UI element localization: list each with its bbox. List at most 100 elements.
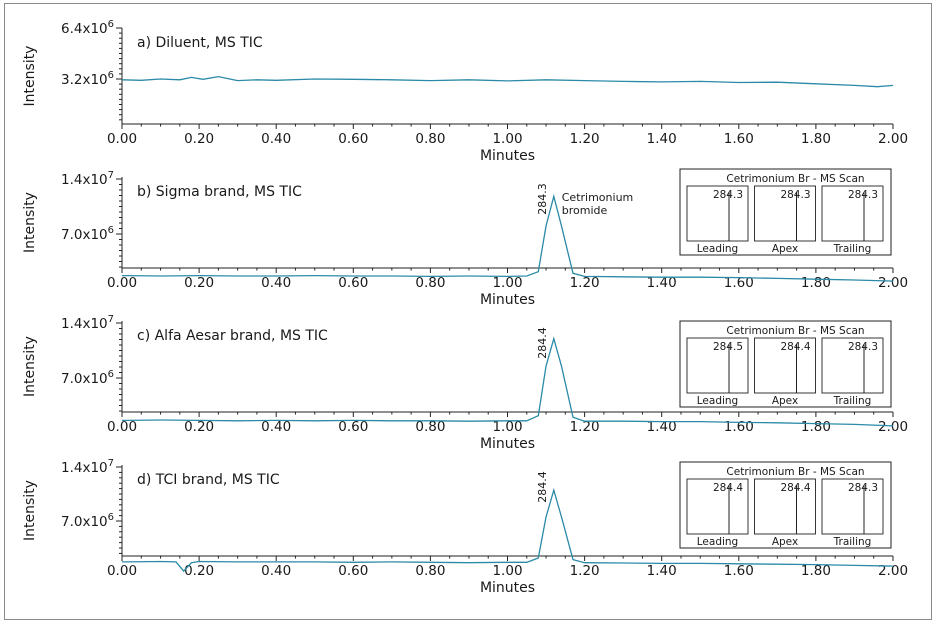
spectrum-frame: [754, 337, 816, 394]
peak-mz-label: 284.4: [536, 471, 549, 503]
x-tick-label: 1.80: [801, 419, 831, 435]
x-tick-label: 1.80: [801, 131, 831, 147]
x-tick-label: 0.80: [415, 275, 445, 291]
spectrum-mz-label: 284.3: [713, 189, 743, 201]
spectrum-mz-label: 284.3: [780, 189, 810, 201]
peak-compound-label: Cetrimonium: [562, 191, 634, 204]
x-tick-label: 2.00: [878, 419, 908, 435]
x-tick-label: 0.80: [415, 563, 445, 579]
spectrum-mz-label: 284.4: [780, 341, 810, 353]
x-tick-label: 1.40: [647, 131, 677, 147]
spectrum-frame: [821, 185, 884, 242]
x-axis-label: Minutes: [480, 580, 535, 596]
spectrum-position-label: Leading: [697, 395, 738, 407]
spectrum-frame: [686, 478, 749, 535]
spectrum-position-label: Leading: [697, 536, 738, 548]
inset-spectrum-leading: 284.5 Leading: [686, 337, 749, 407]
inset-spectrum-leading: 284.3 Leading: [686, 185, 749, 255]
spectrum-mz-label: 284.3: [848, 482, 878, 494]
x-tick-label: 2.00: [878, 563, 908, 579]
inset-spectrum-leading: 284.4 Leading: [686, 478, 749, 548]
spectrum-position-label: Leading: [697, 243, 738, 255]
spectrum-position-label: Apex: [772, 536, 798, 548]
spectrum-position-label: Apex: [772, 243, 798, 255]
x-tick-label: 1.60: [724, 275, 754, 291]
tic-trace: [121, 193, 894, 282]
panel-c: 0.00 0.20 0.40 0.60 0.80 1.00 1.20 1.40 1.60 1.80…: [22, 314, 908, 452]
spectrum-frame: [686, 337, 749, 394]
spectrum-position-label: Trailing: [833, 243, 872, 255]
spectrum-mz-label: 284.4: [780, 482, 810, 494]
x-tick-label: 0.00: [107, 419, 137, 435]
x-tick-label: 1.20: [570, 419, 600, 435]
spectrum-frame: [821, 478, 884, 535]
inset-spectrum-trailing: 284.3 Trailing: [821, 478, 884, 548]
x-tick-label: 0.60: [338, 563, 368, 579]
x-tick-label: 1.80: [801, 275, 831, 291]
panel-title: c) Alfa Aesar brand, MS TIC: [137, 328, 328, 344]
x-tick-label: 1.20: [570, 563, 600, 579]
x-tick-label: 1.60: [724, 131, 754, 147]
panel-a: 0.00 0.20 0.40 0.60 0.80 1.00 1.20 1.40 1.60 1.80…: [22, 19, 908, 164]
y-tick-label: 1.4x107: [61, 314, 114, 332]
y-tick-label: 1.4x107: [61, 458, 114, 476]
y-tick-label: 3.2x106: [61, 70, 114, 88]
y-axis-label: Intensity: [22, 336, 38, 397]
inset-title: Cetrimonium Br - MS Scan: [726, 173, 864, 185]
inset-spectrum-apex: 284.4 Apex: [754, 337, 816, 407]
x-tick-label: 0.40: [261, 419, 291, 435]
inset-title: Cetrimonium Br - MS Scan: [726, 325, 864, 337]
x-axis-label: Minutes: [480, 292, 535, 308]
x-tick-label: 1.40: [647, 419, 677, 435]
x-axis-label: Minutes: [480, 148, 535, 164]
x-tick-label: 0.60: [338, 275, 368, 291]
spectrum-frame: [754, 185, 816, 242]
x-tick-label: 1.40: [647, 563, 677, 579]
y-axis-label: Intensity: [22, 46, 38, 107]
x-tick-label: 0.60: [338, 131, 368, 147]
x-tick-label: 1.60: [724, 563, 754, 579]
x-tick-label: 1.00: [492, 563, 522, 579]
y-tick-label: 6.4x106: [61, 19, 114, 37]
x-tick-label: 2.00: [878, 275, 908, 291]
spectrum-frame: [821, 337, 884, 394]
x-tick-label: 1.00: [492, 275, 522, 291]
spectrum-mz-label: 284.3: [848, 341, 878, 353]
x-tick-label: 1.20: [570, 131, 600, 147]
tic-trace: [121, 487, 894, 573]
x-tick-label: 0.40: [261, 563, 291, 579]
y-axis-label: Intensity: [22, 192, 38, 253]
tic-trace: [121, 336, 894, 427]
panels: 0.00 0.20 0.40 0.60 0.80 1.00 1.20 1.40 1.60 1.80…: [22, 19, 908, 596]
panel-title: d) TCI brand, MS TIC: [137, 472, 280, 488]
panel-b: 0.00 0.20 0.40 0.60 0.80 1.00 1.20 1.40 1.60 1.80…: [22, 168, 908, 308]
x-tick-label: 0.00: [107, 131, 137, 147]
x-tick-label: 0.80: [415, 131, 445, 147]
panel-title: b) Sigma brand, MS TIC: [137, 184, 302, 200]
x-tick-label: 0.00: [107, 563, 137, 579]
inset-spectrum-trailing: 284.3 Trailing: [821, 337, 884, 407]
spectrum-position-label: Trailing: [833, 395, 872, 407]
spectrum-frame: [754, 478, 816, 535]
x-tick-label: 1.00: [492, 419, 522, 435]
x-tick-label: 1.40: [647, 275, 677, 291]
x-tick-label: 0.60: [338, 419, 368, 435]
y-tick-label: 7.0x106: [61, 369, 114, 387]
y-axis-label: Intensity: [22, 480, 38, 541]
x-tick-label: 0.20: [184, 131, 214, 147]
x-tick-label: 1.60: [724, 419, 754, 435]
x-tick-label: 2.00: [878, 131, 908, 147]
panel-d: 0.00 0.20 0.40 0.60 0.80 1.00 1.20 1.40 1.60 1.80…: [22, 458, 908, 596]
spectrum-mz-label: 284.3: [848, 189, 878, 201]
inset-spectrum-apex: 284.3 Apex: [754, 185, 816, 255]
peak-compound-label: bromide: [562, 204, 608, 217]
x-tick-label: 1.20: [570, 275, 600, 291]
inset-title: Cetrimonium Br - MS Scan: [726, 466, 864, 478]
x-tick-label: 1.80: [801, 563, 831, 579]
ms-scan-inset: Cetrimonium Br - MS Scan284.3Leading284.…: [679, 168, 892, 256]
y-tick-label: 7.0x106: [61, 512, 114, 530]
peak-mz-label: 284.3: [536, 183, 549, 215]
tic-trace: [121, 75, 894, 88]
x-tick-label: 0.20: [184, 419, 214, 435]
